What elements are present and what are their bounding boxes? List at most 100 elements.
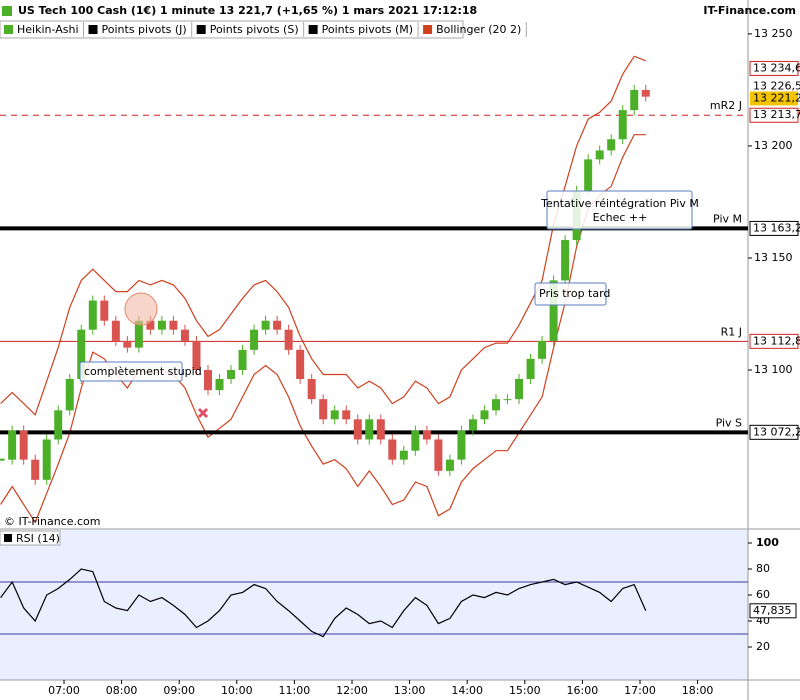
x-tick-label: 18:00	[682, 684, 714, 697]
rsi-tick-label: 20	[756, 640, 770, 653]
level-label: 13 213,7	[753, 108, 800, 121]
x-tick-label: 15:00	[509, 684, 541, 697]
annotation: Pris trop tard	[539, 287, 610, 300]
candle	[445, 459, 454, 471]
logo	[2, 6, 12, 16]
chart-title: US Tech 100 Cash (1€) 1 minute 13 221,7 …	[18, 4, 477, 17]
price-box	[749, 60, 799, 76]
rsi-current-label: 47,835	[753, 604, 792, 617]
price-label: 13 234,6	[753, 61, 800, 74]
candle	[203, 370, 212, 391]
legend-swatch	[88, 25, 98, 34]
candle	[365, 419, 374, 440]
candle	[192, 340, 201, 371]
candle	[411, 430, 420, 451]
rsi-title: RSI (14)	[16, 532, 60, 545]
legend-swatch	[196, 25, 206, 34]
candle	[595, 150, 604, 160]
candle	[526, 358, 535, 379]
copyright: © IT-Finance.com	[4, 515, 101, 528]
candle	[0, 458, 5, 461]
rsi-plot	[0, 568, 748, 638]
source: IT-Finance.com	[703, 4, 796, 17]
candle	[157, 320, 166, 330]
x-tick-label: 14:00	[451, 684, 483, 697]
y-tick-label: 13 100	[754, 363, 793, 376]
candle	[491, 399, 500, 411]
x-tick-label: 11:00	[279, 684, 311, 697]
price-plot	[0, 55, 748, 524]
rsi-legend[interactable]	[0, 530, 61, 546]
candle	[307, 378, 316, 400]
annotation: complètement stupid	[84, 365, 202, 378]
level-box	[749, 220, 799, 236]
candle	[180, 329, 189, 341]
x-tick-label: 08:00	[106, 684, 138, 697]
candle	[480, 410, 489, 420]
candle	[42, 439, 51, 480]
candle	[538, 340, 547, 359]
candle	[388, 439, 397, 460]
candle	[630, 89, 639, 111]
candle	[618, 110, 627, 140]
candle	[284, 329, 293, 350]
candle	[238, 349, 247, 371]
level-label: 13 163,2	[753, 221, 800, 234]
price-label: 13 226,5	[753, 80, 800, 93]
candle	[100, 300, 109, 321]
x-tick-label: 10:00	[221, 684, 253, 697]
candle	[31, 459, 40, 480]
candle	[54, 410, 63, 440]
candle	[261, 320, 270, 330]
level-label: 13 072,2	[753, 425, 800, 438]
candle	[319, 399, 328, 420]
annotation-box	[546, 190, 693, 230]
rsi-current-box	[749, 603, 797, 619]
candle	[250, 329, 259, 350]
candle	[169, 320, 178, 330]
level-label: 13 112,8	[753, 334, 800, 347]
rsi-panel	[0, 530, 748, 680]
candle	[641, 89, 650, 97]
rsi-tick-label: 80	[756, 562, 770, 575]
legend-label: Bollinger (20 2)	[436, 23, 521, 36]
level-box	[749, 107, 799, 123]
rsi-tick-label: 60	[756, 588, 770, 601]
candle	[434, 439, 443, 471]
candle	[77, 329, 86, 379]
level-name: mR2 J	[710, 99, 742, 112]
legend-label: Heikin-Ashi	[17, 23, 79, 36]
candle	[376, 419, 385, 440]
candle	[584, 159, 593, 191]
legend-swatch	[308, 25, 318, 34]
y-tick-label: 13 250	[754, 27, 793, 40]
rsi-tick-label: 100	[756, 536, 779, 549]
legend-label: Points pivots (S)	[210, 23, 299, 36]
annotation: Tentative réintégration Piv M	[540, 197, 699, 210]
legend-bar[interactable]	[0, 20, 464, 39]
cross-marker	[197, 407, 209, 419]
candle	[342, 410, 351, 420]
legend-swatch	[4, 25, 13, 34]
candle	[549, 280, 558, 341]
candle	[88, 300, 97, 330]
candle	[422, 430, 431, 440]
legend-swatch	[423, 25, 433, 34]
annotation-box	[534, 282, 607, 306]
legend-label: Points pivots (J)	[102, 23, 187, 36]
candle	[111, 320, 120, 341]
x-tick-label: 16:00	[567, 684, 599, 697]
price-box	[750, 91, 798, 106]
y-tick-label: 13 200	[754, 139, 793, 152]
highlight-circle	[124, 292, 158, 326]
candle	[65, 378, 74, 411]
candle	[399, 450, 408, 460]
candle	[296, 349, 305, 379]
candle	[123, 340, 132, 348]
y-tick-label: 13 150	[754, 251, 793, 264]
candle	[330, 410, 339, 420]
candle	[273, 320, 282, 330]
rsi-line	[0, 568, 647, 638]
candle	[353, 419, 362, 440]
